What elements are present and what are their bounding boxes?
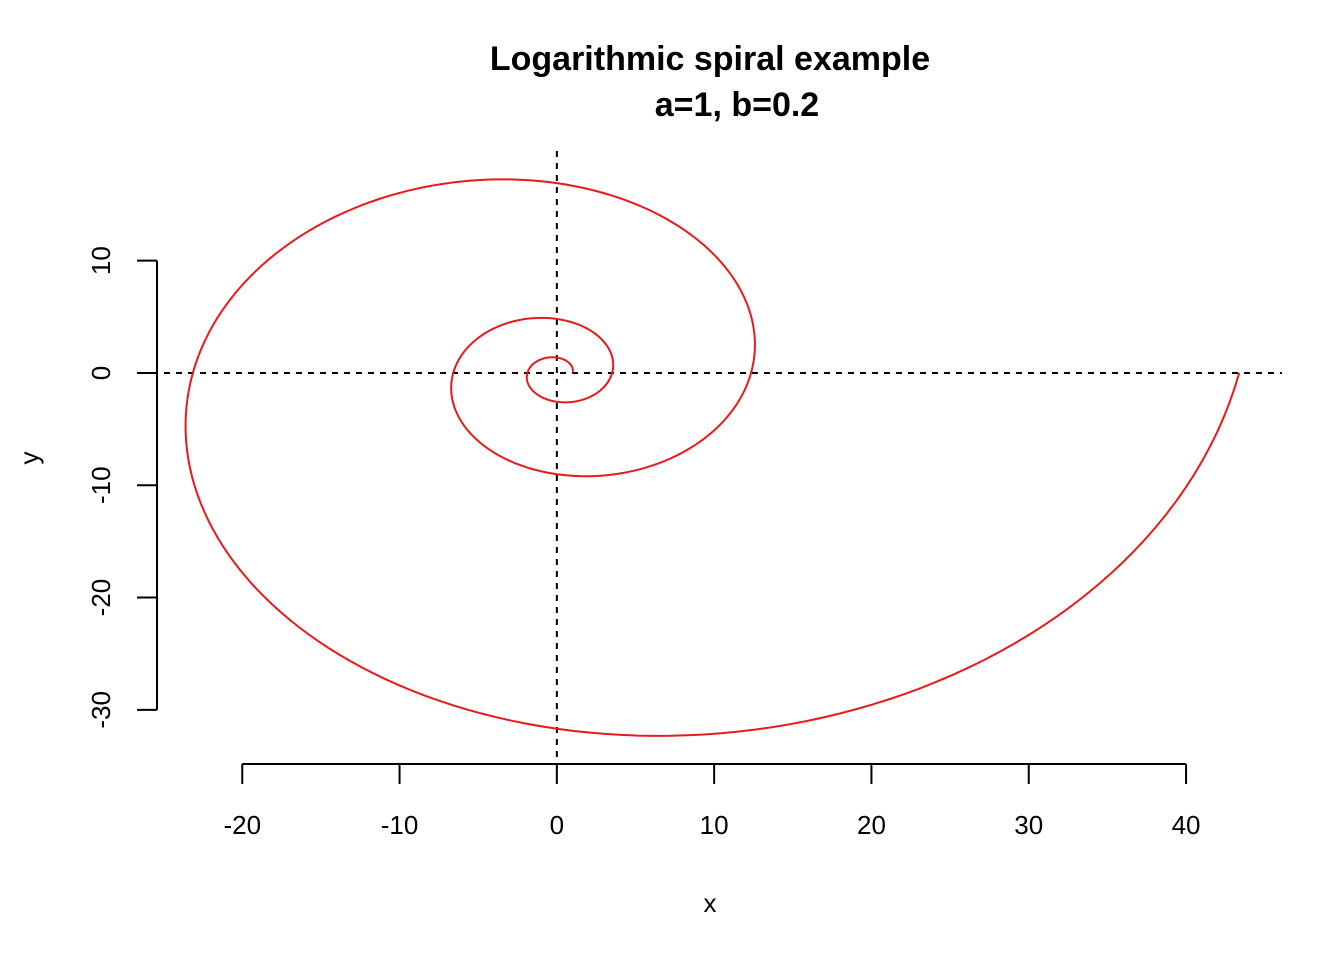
- x-tick-label: -10: [381, 810, 419, 840]
- chart-subtitle: a=1, b=0.2: [655, 86, 819, 124]
- y-tick-label: -30: [86, 691, 116, 729]
- x-tick-label: 40: [1172, 810, 1201, 840]
- x-tick-label: 10: [700, 810, 729, 840]
- y-axis: -30 -20 -10 0 10: [86, 246, 158, 729]
- chart-title: Logarithmic spiral example: [490, 40, 930, 78]
- x-tick-label: -20: [223, 810, 261, 840]
- x-tick-label: 30: [1014, 810, 1043, 840]
- x-tick-label: 0: [550, 810, 564, 840]
- y-axis-label: y: [14, 452, 44, 465]
- y-tick-label: -10: [86, 466, 116, 504]
- x-tick-label: 20: [857, 810, 886, 840]
- y-tick-label: 0: [86, 366, 116, 380]
- x-axis-label: x: [704, 888, 717, 918]
- y-tick-label: -20: [86, 579, 116, 617]
- spiral-series-line: [184, 178, 1241, 737]
- series-layer: [184, 178, 1241, 737]
- x-axis: -20 -10 0 10 20 30 40: [223, 763, 1201, 840]
- y-tick-label: 10: [86, 246, 116, 275]
- reference-lines: [140, 145, 1282, 757]
